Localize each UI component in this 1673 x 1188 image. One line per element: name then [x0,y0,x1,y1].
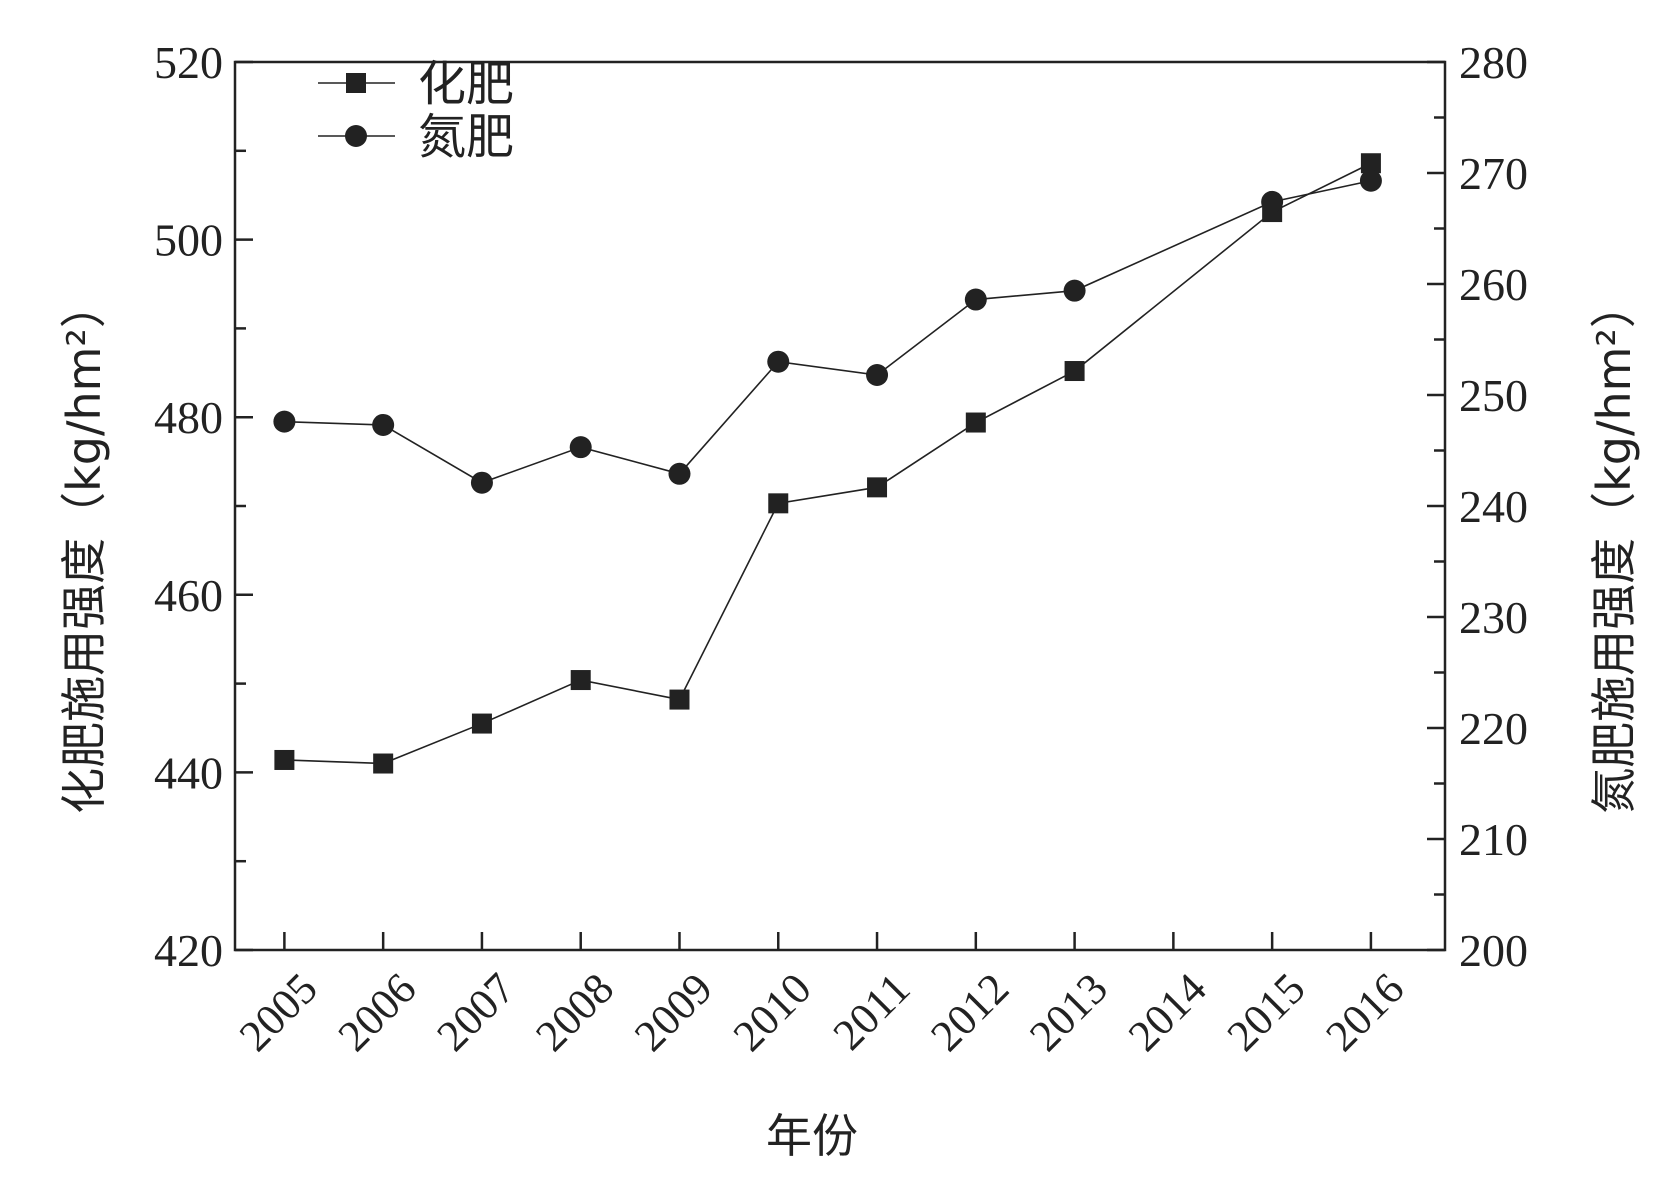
series-layer [273,153,1382,774]
right-y-tick-label: 240 [1459,481,1528,532]
x-tick-label: 2006 [329,964,426,1061]
left-y-tick-label: 520 [154,37,223,88]
right-y-tick-label: 250 [1459,370,1528,421]
square-marker [965,412,986,433]
right-y-tick-label: 200 [1459,925,1528,976]
circle-marker [668,462,691,485]
circle-marker [569,436,592,459]
right-y-axis-title: 氮肥施用强度（kg/hm²） [1587,282,1641,814]
legend-label: 化肥 [418,56,514,112]
circle-marker [273,410,296,433]
left-y-tick-label: 460 [154,570,223,621]
circle-marker [372,413,395,436]
legend-label: 氮肥 [418,109,514,165]
circle-marker [767,350,790,373]
left-y-tick-label: 440 [154,747,223,798]
left-y-tick-label: 500 [154,215,223,266]
square-marker [570,670,591,691]
x-tick-label: 2005 [230,964,327,1061]
x-tick-label: 2016 [1316,964,1413,1061]
circle-series-line [284,179,1372,484]
square-marker [669,689,690,710]
circle-marker [866,364,889,387]
square-marker [1064,361,1085,382]
circle-marker [964,288,987,311]
x-tick-label: 2007 [427,964,524,1061]
right-y-tick-label: 280 [1459,37,1528,88]
right-y-tick-label: 230 [1459,592,1528,643]
right-y-tick-label: 220 [1459,703,1528,754]
circle-marker [1261,190,1284,213]
square-marker [867,477,888,498]
x-axis-title: 年份 [766,1109,858,1163]
x-tick-label: 2009 [625,964,722,1061]
x-tick-label: 2008 [526,964,623,1061]
x-tick-label: 2011 [824,964,920,1060]
circle-marker [1359,169,1382,192]
x-tick-label: 2013 [1020,964,1117,1061]
square-marker [373,753,394,774]
circle-marker [1063,279,1086,302]
left-y-tick-label: 420 [154,925,223,976]
legend-square-marker [346,73,366,93]
legend-circle-marker [345,125,367,147]
x-tick-label: 2014 [1119,964,1216,1061]
square-marker [1360,153,1381,174]
circle-marker [470,471,493,494]
left-y-axis-title: 化肥施用强度（kg/hm²） [57,282,111,814]
x-tick-label: 2012 [921,964,1018,1061]
square-marker [768,493,789,514]
square-marker [471,713,492,734]
x-tick-label: 2015 [1218,964,1315,1061]
right-y-tick-label: 260 [1459,259,1528,310]
square-marker [274,749,295,770]
x-tick-label: 2010 [724,964,821,1061]
left-y-tick-label: 480 [154,392,223,443]
right-y-tick-label: 210 [1459,814,1528,865]
right-y-tick-label: 270 [1459,148,1528,199]
